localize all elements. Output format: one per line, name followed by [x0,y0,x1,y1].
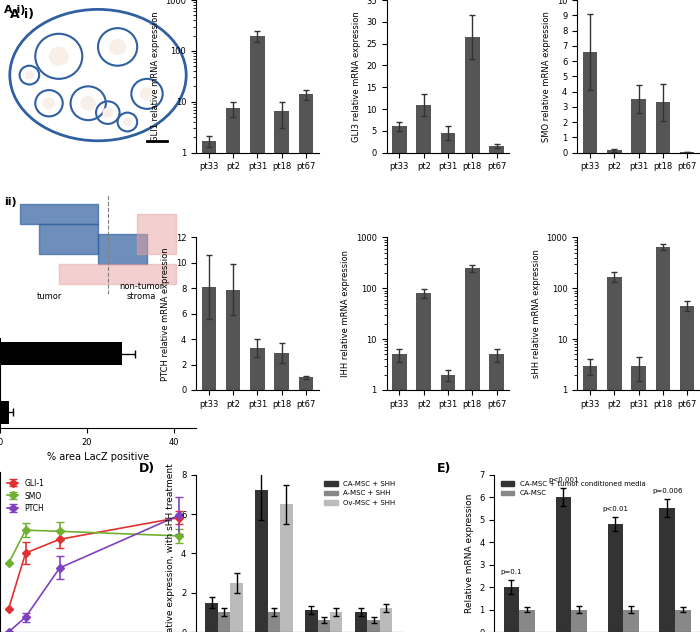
Bar [659,509,675,632]
Bar [330,612,342,632]
Bar [39,224,98,254]
Bar [465,37,480,152]
Bar [608,524,623,632]
Bar [305,611,318,632]
Bar [416,105,431,152]
Bar [582,366,597,632]
Bar [392,126,407,152]
Bar [571,609,587,632]
Bar [226,289,241,390]
Bar [680,306,694,632]
Bar [556,497,571,632]
Y-axis label: sHH relative mRNA expression: sHH relative mRNA expression [532,249,541,378]
Circle shape [25,71,34,79]
Circle shape [43,98,55,109]
Bar [250,35,265,632]
Bar [202,287,216,390]
Circle shape [50,47,68,65]
Bar [675,609,691,632]
Bar [607,277,622,632]
Bar [441,133,455,152]
Bar [380,609,393,632]
Bar [226,108,241,632]
Text: tumor: tumor [36,292,62,301]
Y-axis label: SMO relative mRNA expression: SMO relative mRNA expression [542,11,552,142]
Text: A i): A i) [10,8,34,20]
Bar [416,293,431,632]
Bar [465,268,480,632]
Bar [503,587,519,632]
Circle shape [103,108,113,117]
Bar [274,353,289,390]
Bar [655,102,670,152]
Text: non-tumor
stroma: non-tumor stroma [119,282,163,301]
Y-axis label: relative expression, with sHH treatment: relative expression, with sHH treatment [167,463,175,632]
Bar [441,375,455,632]
Bar [631,366,646,632]
Bar [250,348,265,390]
Bar [368,620,380,632]
Text: p=0.006: p=0.006 [652,488,682,494]
Y-axis label: IHH relative mRNA expression: IHH relative mRNA expression [342,250,350,377]
Bar [205,602,218,632]
Text: A i): A i) [4,4,25,15]
Bar [267,612,280,632]
Y-axis label: GLI3 relative mRNA expression: GLI3 relative mRNA expression [351,11,360,142]
Bar [299,94,314,632]
Bar [137,214,176,254]
Bar [256,490,267,632]
Bar [623,609,638,632]
Text: D): D) [139,462,155,475]
Y-axis label: PTCH relative mRNA expression: PTCH relative mRNA expression [161,247,170,380]
Bar [0,401,8,424]
Text: E): E) [437,462,451,475]
Bar [218,612,230,632]
X-axis label: % area LacZ positive: % area LacZ positive [47,453,149,462]
Bar [655,247,670,632]
Legend: CA-MSC + SHH, A-MSC + SHH, Ov-MSC + SHH: CA-MSC + SHH, A-MSC + SHH, Ov-MSC + SHH [321,478,398,509]
Bar [582,52,597,152]
Bar [20,204,98,224]
Circle shape [110,39,125,54]
Text: p=0.1: p=0.1 [500,569,522,574]
Legend: CA-MSC + tumor conditioned media, CA-MSC: CA-MSC + tumor conditioned media, CA-MSC [498,478,648,499]
Legend: GLI-1, SMO, PTCH: GLI-1, SMO, PTCH [4,476,48,516]
Bar [98,234,147,264]
Bar [299,377,314,390]
Text: p<0.01: p<0.01 [602,506,629,512]
Bar [489,355,504,632]
Circle shape [81,97,95,110]
Bar [0,342,122,365]
Bar [318,620,330,632]
Bar [274,111,289,632]
Y-axis label: Relative mRNA expression: Relative mRNA expression [465,494,474,613]
Y-axis label: GLI1 relative mRNA expression: GLI1 relative mRNA expression [150,11,160,142]
Bar [355,612,368,632]
Bar [607,150,622,152]
Bar [59,264,176,284]
Bar [489,146,504,152]
Bar [280,504,293,632]
Text: ii): ii) [4,197,17,207]
Bar [631,99,646,152]
Text: p<0.001: p<0.001 [548,477,579,482]
Circle shape [141,88,153,100]
Bar [230,583,243,632]
Bar [202,141,216,632]
Bar [519,609,535,632]
Circle shape [123,118,132,126]
Bar [392,355,407,632]
Text: B): B) [153,0,169,1]
